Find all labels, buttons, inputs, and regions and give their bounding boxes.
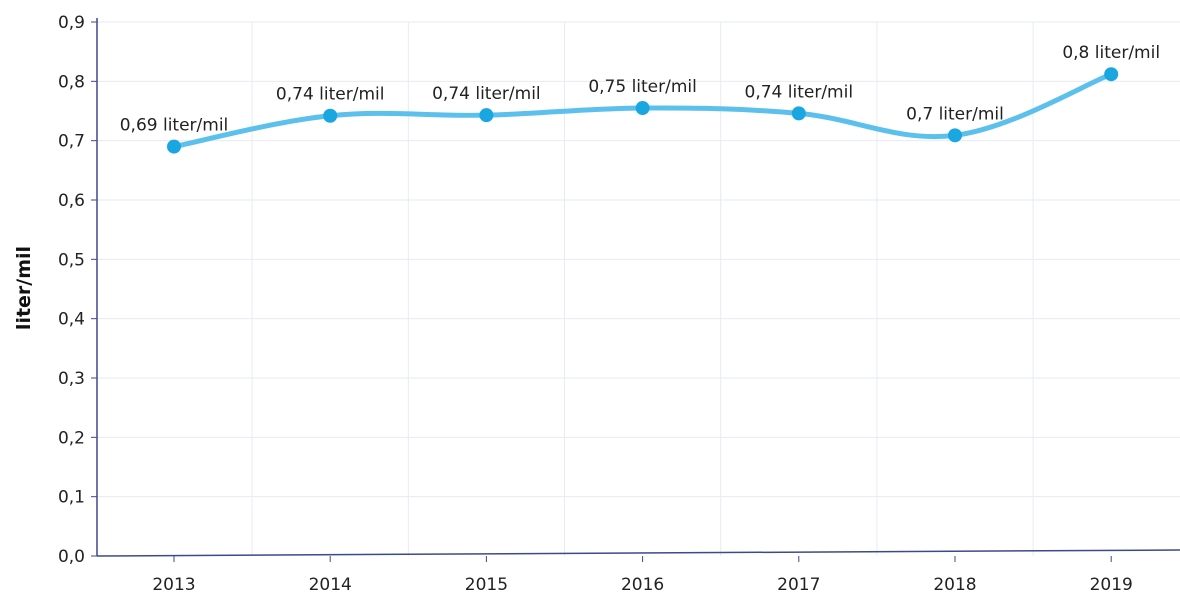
y-tick-label: 0,3	[58, 369, 85, 389]
data-label: 0,74 liter/mil	[745, 82, 854, 102]
x-tick-label: 2016	[621, 575, 664, 594]
x-tick-label: 2019	[1090, 575, 1133, 594]
y-tick-label: 0,9	[58, 13, 85, 33]
data-label: 0,8 liter/mil	[1062, 43, 1160, 63]
y-tick-label: 0,1	[58, 488, 85, 508]
y-axis-label: liter/mil	[13, 246, 35, 330]
x-tick-label: 2015	[465, 575, 508, 594]
x-tick-label: 2013	[152, 575, 195, 594]
y-tick-label: 0,4	[58, 310, 85, 330]
x-tick-labels: 2013 2014 2015 2016 2017 2018 2019	[152, 575, 1132, 594]
x-tick-label: 2018	[933, 575, 976, 594]
data-label: 0,74 liter/mil	[276, 85, 385, 105]
data-point-marker	[167, 140, 181, 154]
x-tick-label: 2014	[309, 575, 352, 594]
x-tick-label: 2017	[777, 575, 820, 594]
data-label: 0,74 liter/mil	[432, 84, 541, 104]
data-point-marker	[1104, 67, 1118, 81]
data-point-marker	[479, 108, 493, 122]
data-point-marker	[636, 101, 650, 115]
y-tick-label: 0,6	[58, 191, 85, 211]
y-tick-label: 0,8	[58, 72, 85, 92]
y-tick-label: 0,2	[58, 428, 85, 448]
grid	[97, 22, 1180, 556]
data-point-marker	[948, 128, 962, 142]
x-axis-line	[97, 550, 1180, 556]
y-tick-label: 0,0	[58, 547, 85, 567]
data-label: 0,75 liter/mil	[588, 77, 697, 97]
y-tick-labels: 0,0 0,1 0,2 0,3 0,4 0,5 0,6 0,7 0,8 0,9	[58, 13, 85, 567]
data-label: 0,69 liter/mil	[120, 116, 229, 136]
data-point-marker	[323, 109, 337, 123]
axes	[91, 18, 1180, 562]
y-tick-label: 0,5	[58, 250, 85, 270]
data-label: 0,7 liter/mil	[906, 104, 1004, 124]
y-tick-label: 0,7	[58, 132, 85, 152]
data-point-marker	[792, 106, 806, 120]
